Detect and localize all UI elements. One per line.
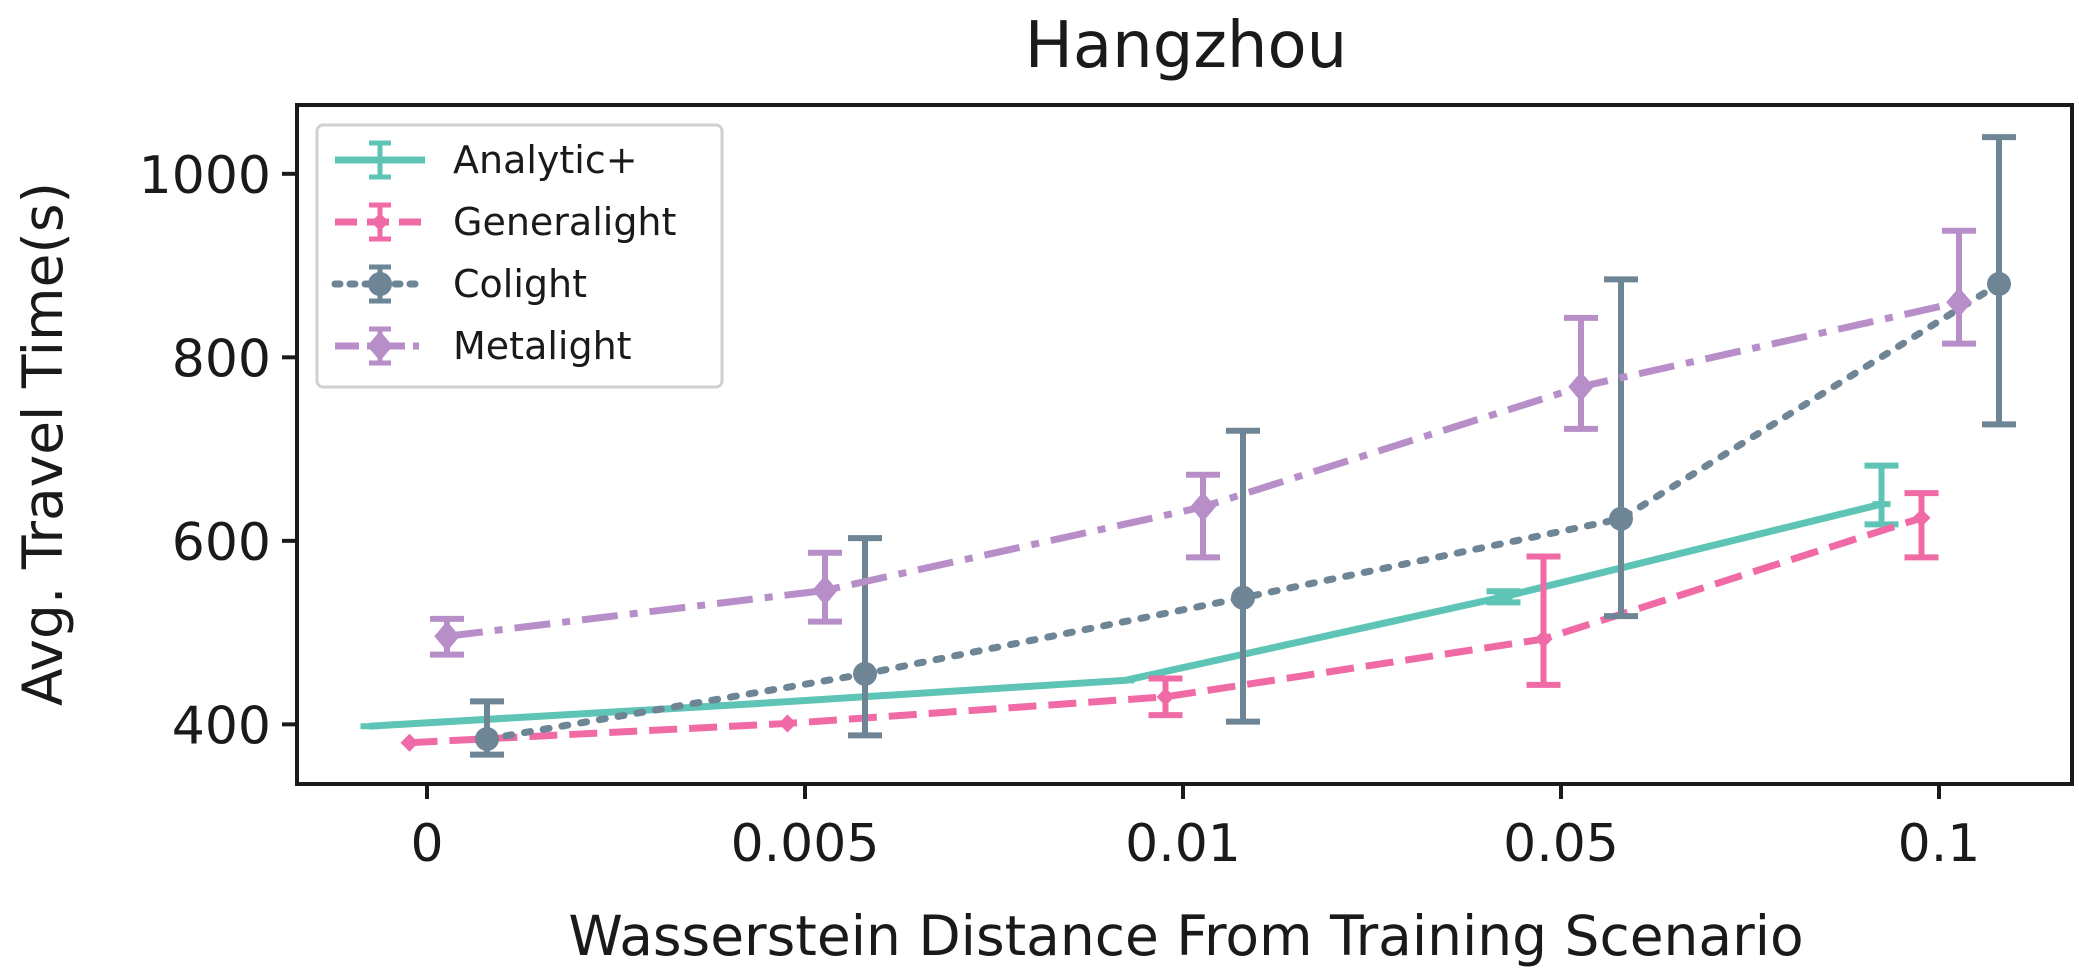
chart-title: Hangzhou bbox=[1025, 9, 1347, 83]
data-point bbox=[1987, 271, 2011, 296]
series-line bbox=[409, 514, 1923, 747]
data-point bbox=[400, 733, 419, 752]
x-tick-label: 0.05 bbox=[1503, 814, 1619, 874]
data-point bbox=[1568, 371, 1594, 402]
data-point bbox=[434, 621, 460, 652]
data-point bbox=[1190, 491, 1216, 522]
data-point bbox=[853, 661, 877, 686]
data-point bbox=[1231, 585, 1255, 610]
legend-label: Generalight bbox=[453, 200, 676, 244]
legend-box bbox=[315, 123, 724, 389]
legend-item: Colight bbox=[331, 262, 587, 306]
legend-item: Metalight bbox=[335, 324, 632, 368]
data-point bbox=[778, 714, 797, 733]
legend-label: Analytic+ bbox=[453, 138, 638, 182]
legend-item: Analytic+ bbox=[335, 138, 638, 182]
x-tick-label: 0.01 bbox=[1125, 814, 1241, 874]
series-colight bbox=[470, 134, 2016, 758]
data-point bbox=[475, 727, 499, 752]
y-tick-label: 400 bbox=[172, 696, 271, 756]
legend: Analytic+ Generalight Colight Metalight bbox=[315, 123, 724, 389]
y-tick-label: 800 bbox=[172, 329, 271, 389]
data-point bbox=[1946, 287, 1972, 318]
data-point bbox=[812, 575, 838, 606]
legend-marker bbox=[368, 272, 392, 296]
x-axis-label: Wasserstein Distance From Training Scena… bbox=[568, 904, 1803, 968]
y-axis: 400 600 800 1000 bbox=[139, 146, 297, 756]
x-tick-label: 0 bbox=[410, 814, 443, 874]
y-tick-label: 600 bbox=[172, 513, 271, 573]
data-point bbox=[1609, 506, 1633, 531]
x-tick-label: 0.1 bbox=[1898, 814, 1981, 874]
data-point bbox=[1156, 687, 1175, 706]
series-analytic- bbox=[360, 462, 1899, 730]
data-point bbox=[1534, 630, 1553, 649]
series-generalight bbox=[400, 490, 1939, 752]
legend-marker bbox=[367, 331, 393, 361]
y-tick-label: 1000 bbox=[139, 146, 271, 206]
series-layer bbox=[360, 134, 2016, 758]
legend-label: Colight bbox=[453, 262, 587, 306]
legend-marker bbox=[371, 213, 389, 231]
series-metalight bbox=[430, 227, 1976, 658]
x-axis: 0 0.005 0.01 0.05 0.1 bbox=[410, 784, 1980, 874]
data-point bbox=[1912, 508, 1931, 527]
legend-label: Metalight bbox=[453, 324, 632, 368]
legend-item: Generalight bbox=[335, 200, 676, 244]
x-tick-label: 0.005 bbox=[731, 814, 880, 874]
y-axis-label: Avg. Travel Time(s) bbox=[11, 182, 75, 706]
